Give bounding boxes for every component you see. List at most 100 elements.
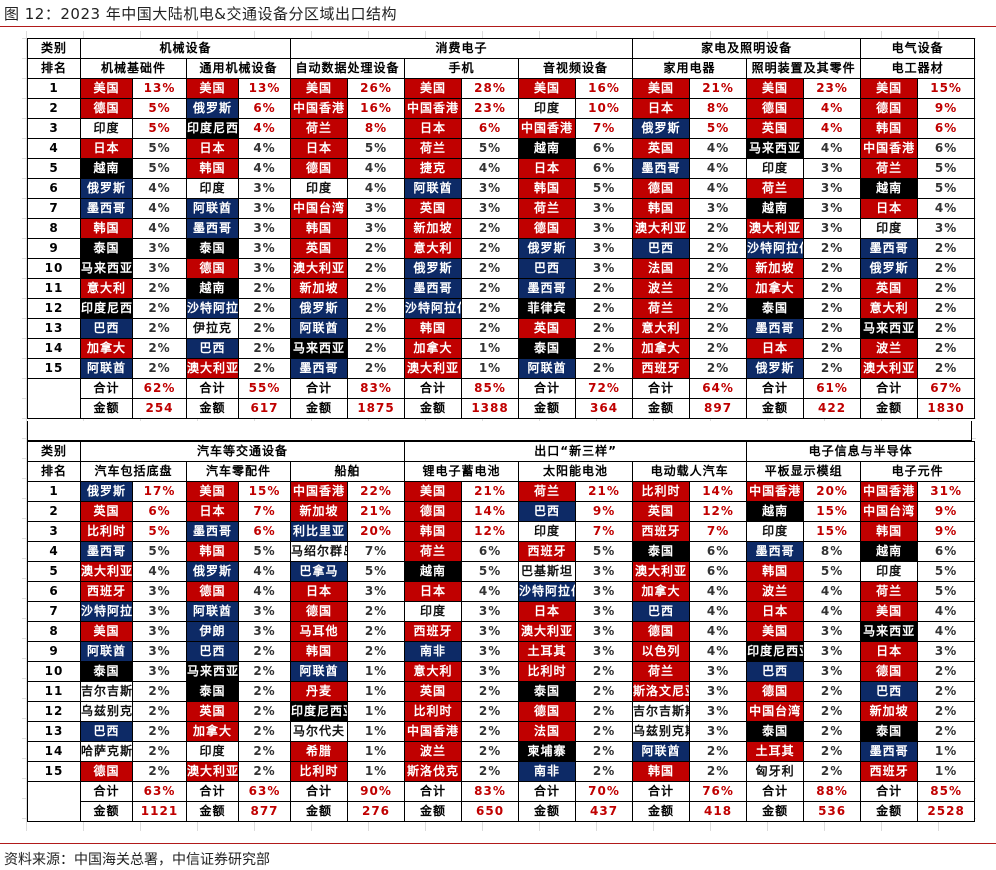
share-cell: 3%: [689, 721, 748, 742]
share-cell: 1%: [346, 681, 406, 702]
total-label: 合计: [632, 378, 691, 399]
country-cell: 巴西: [632, 238, 691, 259]
share-cell: 3%: [575, 561, 634, 582]
share-cell: 5%: [132, 118, 187, 139]
country-cell: 墨西哥: [860, 238, 919, 259]
amount-value: 536: [803, 801, 862, 822]
country-cell: 美国: [186, 78, 239, 99]
share-cell: 4%: [917, 621, 976, 642]
share-cell: 21%: [461, 481, 520, 502]
country-cell: 日本: [80, 138, 133, 159]
country-cell: 比利时: [80, 521, 133, 542]
total-share: 61%: [803, 378, 862, 399]
total-label: 合计: [860, 378, 919, 399]
share-cell: 2%: [238, 641, 291, 662]
country-cell: 菲律宾: [518, 298, 577, 319]
share-cell: 14%: [461, 501, 520, 522]
total-label: 合计: [518, 781, 577, 802]
country-cell: 阿联酋: [290, 661, 348, 682]
country-cell: 意大利: [404, 238, 463, 259]
share-cell: 6%: [917, 138, 976, 159]
share-cell: 15%: [803, 521, 862, 542]
country-cell: 乌兹别克斯坦: [632, 721, 691, 742]
country-cell: 墨西哥: [746, 318, 805, 339]
country-cell: 墨西哥: [404, 278, 463, 299]
rank-number: 14: [27, 338, 81, 359]
amount-row: 金额 254 金额 617 金额 1875 金额 1388 金额 364 金额 897 金额 422 金额 1…: [28, 398, 976, 419]
share-cell: 2%: [132, 721, 187, 742]
share-cell: 3%: [347, 218, 406, 239]
country-cell: 韩国: [632, 761, 691, 782]
total-label: 合计: [404, 781, 463, 802]
amount-value: 877: [238, 801, 291, 822]
share-cell: 5%: [803, 561, 862, 582]
share-cell: 3%: [238, 621, 291, 642]
country-cell: 美国: [404, 481, 463, 502]
share-cell: 2%: [347, 338, 406, 359]
country-cell: 西班牙: [80, 581, 133, 602]
country-cell: 印度尼西亚: [746, 641, 805, 662]
share-cell: 2%: [347, 318, 406, 339]
share-cell: 8%: [803, 541, 862, 562]
share-cell: 6%: [238, 521, 291, 542]
country-cell: 法国: [632, 258, 691, 279]
share-cell: 7%: [689, 521, 748, 542]
country-cell: 沙特阿拉伯: [80, 601, 133, 622]
share-cell: 3%: [803, 641, 862, 662]
country-cell: 泰国: [186, 681, 239, 702]
country-cell: 韩国: [632, 198, 691, 219]
total-label: 合计: [404, 378, 463, 399]
country-cell: 荷兰: [404, 138, 463, 159]
source-note: 资料来源：中国海关总署，中信证券研究部: [4, 852, 270, 868]
share-cell: 2%: [803, 741, 862, 762]
country-cell: 澳大利亚: [632, 218, 691, 239]
share-cell: 2%: [238, 681, 291, 702]
country-cell: 柬埔寨: [518, 741, 577, 762]
country-cell: 阿联酋: [290, 318, 349, 339]
share-cell: 2%: [132, 761, 187, 782]
share-cell: 2%: [575, 741, 634, 762]
rank-number: 2: [27, 501, 81, 522]
country-cell: 意大利: [860, 298, 919, 319]
rank-number: 1: [27, 78, 81, 99]
country-cell: 斯洛文尼亚: [632, 681, 691, 702]
table-row: 11 意大利 2% 越南 2% 新加坡 2% 墨西哥 2% 墨西哥 2% 波兰 2% 加拿大 2% 英国 2%: [27, 278, 976, 299]
amount-value: 418: [689, 801, 748, 822]
share-cell: 20%: [346, 521, 406, 542]
rank-number: 10: [27, 258, 81, 279]
amount-label: 金额: [860, 398, 919, 419]
share-cell: 23%: [803, 78, 862, 99]
country-cell: 日本: [518, 601, 577, 622]
country-cell: 中国香港: [746, 481, 805, 502]
country-cell: 英国: [186, 701, 239, 722]
share-cell: 3%: [575, 601, 634, 622]
share-cell: 2%: [132, 681, 187, 702]
share-cell: 3%: [238, 601, 291, 622]
country-cell: 澳大利亚: [632, 561, 691, 582]
country-cell: 韩国: [404, 318, 463, 339]
country-cell: 中国香港: [860, 481, 919, 502]
country-cell: 日本: [404, 581, 463, 602]
country-cell: 马来西亚: [290, 338, 349, 359]
share-cell: 3%: [461, 178, 520, 199]
table-row: 14哈萨克斯坦2%印度2%希腊1%波兰2%柬埔寨2%阿联酋2%土耳其2%墨西哥1…: [27, 741, 976, 762]
share-cell: 4%: [132, 218, 187, 239]
country-cell: 日本: [632, 98, 691, 119]
country-cell: 新加坡: [290, 278, 349, 299]
country-cell: 中国香港: [290, 481, 348, 502]
country-cell: 丹麦: [290, 681, 348, 702]
country-cell: 西班牙: [518, 541, 577, 562]
country-cell: 泰国: [186, 238, 239, 259]
share-cell: 2%: [461, 238, 520, 259]
share-cell: 2%: [461, 258, 520, 279]
total-share: 55%: [237, 378, 292, 399]
country-cell: 以色列: [632, 641, 691, 662]
country-cell: 匈牙利: [746, 761, 805, 782]
table-row: 12印度尼西亚2%沙特阿拉伯2%俄罗斯2%沙特阿拉伯2%菲律宾2%荷兰2%泰国2…: [27, 298, 976, 319]
country-cell: 阿联酋: [80, 358, 133, 379]
country-cell: 美国: [860, 601, 919, 622]
share-cell: 5%: [917, 561, 976, 582]
amount-label: 金额: [518, 801, 577, 822]
country-cell: 阿联酋: [518, 358, 577, 379]
share-cell: 31%: [917, 481, 976, 502]
